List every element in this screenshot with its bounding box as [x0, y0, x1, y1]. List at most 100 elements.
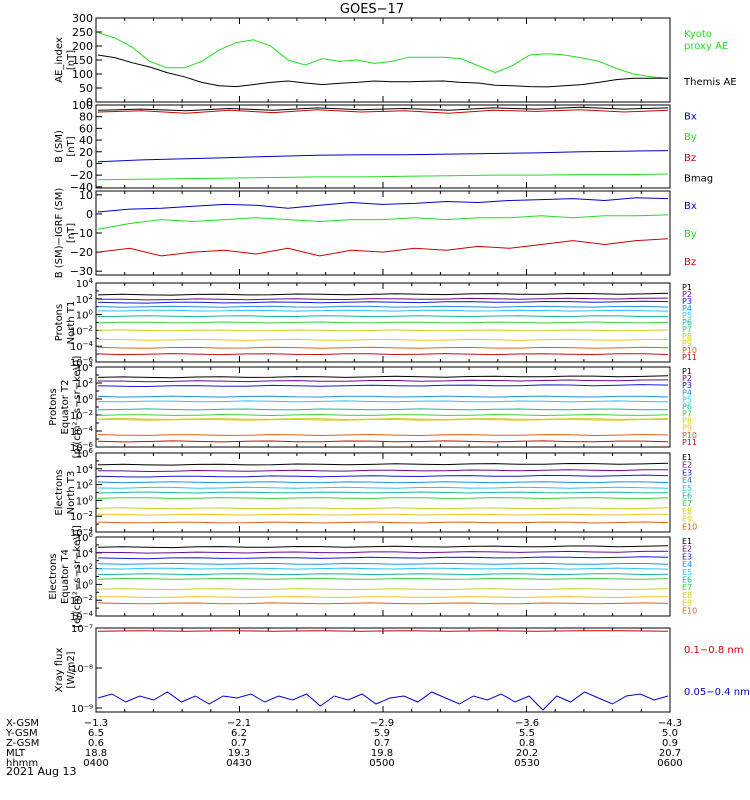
y-tick-exponent: −6 [83, 441, 94, 449]
panel-frame [95, 17, 671, 103]
series-line-p1 [97, 292, 669, 296]
y-tick-label: 0 [86, 208, 93, 221]
series-line-3 [97, 238, 669, 257]
orbit-cell: −2.1 [227, 718, 251, 729]
legend-1: Kyoto proxy AE [684, 29, 728, 52]
series-line-e5 [97, 567, 669, 570]
y-axis-label: ProtonsEquator T2[p/(cm²−s−sr−keV)] [48, 356, 83, 459]
legend-2: 0.05−0.4 nm [684, 687, 750, 698]
series-line-2 [97, 691, 669, 711]
y-axis-label: ElectronsNorth T3 [54, 469, 77, 515]
legend-p6: P6 [682, 402, 692, 411]
y-axis-label: AE_index[nT] [54, 37, 77, 83]
series-line-e4 [97, 562, 669, 565]
y-tick-label: 0 [86, 96, 93, 109]
y-axis-label-line: B (SM)−IGRF (SM) [54, 188, 65, 279]
y-tick-label: −20 [70, 246, 93, 259]
y-tick-label: 150 [72, 54, 93, 67]
y-axis-label-line: [W/m2] [66, 651, 77, 688]
legend-1: 0.1−0.8 nm [684, 645, 743, 656]
series-line-p11 [97, 353, 669, 356]
series-line-e3 [97, 474, 669, 478]
y-axis-label-line: Equator T4 [60, 549, 71, 604]
legend-e5: E5 [682, 568, 692, 577]
series-line-p11 [97, 440, 669, 443]
legend-p5: P5 [682, 311, 692, 320]
y-tick-exponent: −6 [83, 356, 94, 364]
legend-p10: P10 [682, 431, 697, 440]
y-axis-label-line: Electrons [54, 469, 65, 515]
y-axis-label-line: B (SM) [54, 130, 65, 163]
y-tick-label: −10 [70, 227, 93, 240]
orbit-cell: 6.5 [88, 728, 104, 739]
legend-p8: P8 [682, 417, 692, 426]
y-tick-exponent: −2 [83, 510, 93, 518]
panel-8: 10⁻⁹ 10⁻⁸ 10⁻⁷ Xray flux[W/m2] 0.1−0.8 nm 0.0… [54, 624, 750, 715]
panel-frame [95, 536, 671, 617]
y-tick-exponent: −2 [83, 324, 93, 332]
legend-e1: E1 [682, 453, 692, 462]
y-tick-label: 250 [72, 26, 93, 39]
series-line-1 [97, 32, 669, 79]
series-line-2 [97, 173, 669, 181]
legend-e2: E2 [682, 545, 692, 554]
series-line-p3 [97, 384, 669, 388]
series-line-2 [97, 214, 669, 230]
legend-e8: E8 [682, 507, 692, 516]
series-line-p6 [97, 408, 669, 411]
y-tick-label: 104 [76, 277, 94, 290]
y-tick-label: 100 [72, 99, 93, 112]
legend-p5: P5 [682, 395, 692, 404]
y-tick-label: 60 [79, 122, 93, 135]
y-tick-label: 10⁻⁸ [71, 664, 93, 675]
orbit-cell: 0430 [226, 758, 251, 769]
y-tick-label: 0 [86, 157, 93, 170]
y-axis-label-line: Equator T2 [60, 380, 71, 435]
y-tick-label: 100 [72, 68, 93, 81]
series-line-e2 [97, 550, 669, 554]
legend-p1: P1 [682, 283, 692, 292]
y-tick-exponent: 2 [89, 479, 93, 487]
orbit-row-label: X-GSM [6, 718, 39, 729]
orbit-cell: 0600 [657, 758, 682, 769]
panel-frame [95, 627, 671, 713]
series-line-e10 [97, 521, 669, 524]
y-axis-label-line: Protons [54, 304, 65, 341]
series-line-p1 [97, 375, 669, 379]
orbit-cell: 0400 [83, 758, 108, 769]
series-line-e1 [97, 545, 669, 549]
orbit-row-label: hhmm [6, 758, 38, 769]
y-tick-exponent: −2 [83, 594, 93, 602]
y-axis-label: B (SM)[nT] [54, 130, 77, 163]
y-tick-label: 104 [76, 463, 94, 476]
y-tick-label: 20 [79, 146, 93, 159]
legend-e2: E2 [682, 461, 692, 470]
legend-e10: E10 [682, 606, 697, 615]
legend-text-line: Bz [684, 153, 696, 164]
y-axis-label-line: [e/(cm²−s−sr−keV)] [72, 525, 83, 628]
legend-e6: E6 [682, 492, 692, 501]
y-tick-label: 10⁻⁷ [71, 624, 93, 635]
series-line-e1 [97, 462, 669, 466]
legend-text-line: Bx [684, 111, 697, 122]
y-tick-exponent: 4 [89, 277, 94, 285]
y-axis-label-line: AE_index [54, 37, 65, 83]
y-axis-label: Xray flux[W/m2] [54, 648, 77, 693]
series-line-e8 [97, 588, 669, 591]
legend-e1: E1 [682, 537, 692, 546]
y-axis-label-line: [nT] [66, 50, 77, 70]
series-line-p7 [97, 413, 669, 417]
series-line-p7 [97, 321, 669, 324]
legend-3: Bz [684, 153, 696, 164]
legend-p9: P9 [682, 339, 692, 348]
legend-e9: E9 [682, 599, 692, 608]
legend-p11: P11 [682, 353, 697, 362]
legend-p3: P3 [682, 381, 692, 390]
y-tick-exponent: 0 [89, 578, 93, 586]
y-tick-label: 300 [72, 12, 93, 25]
series-line-p10 [97, 433, 669, 437]
